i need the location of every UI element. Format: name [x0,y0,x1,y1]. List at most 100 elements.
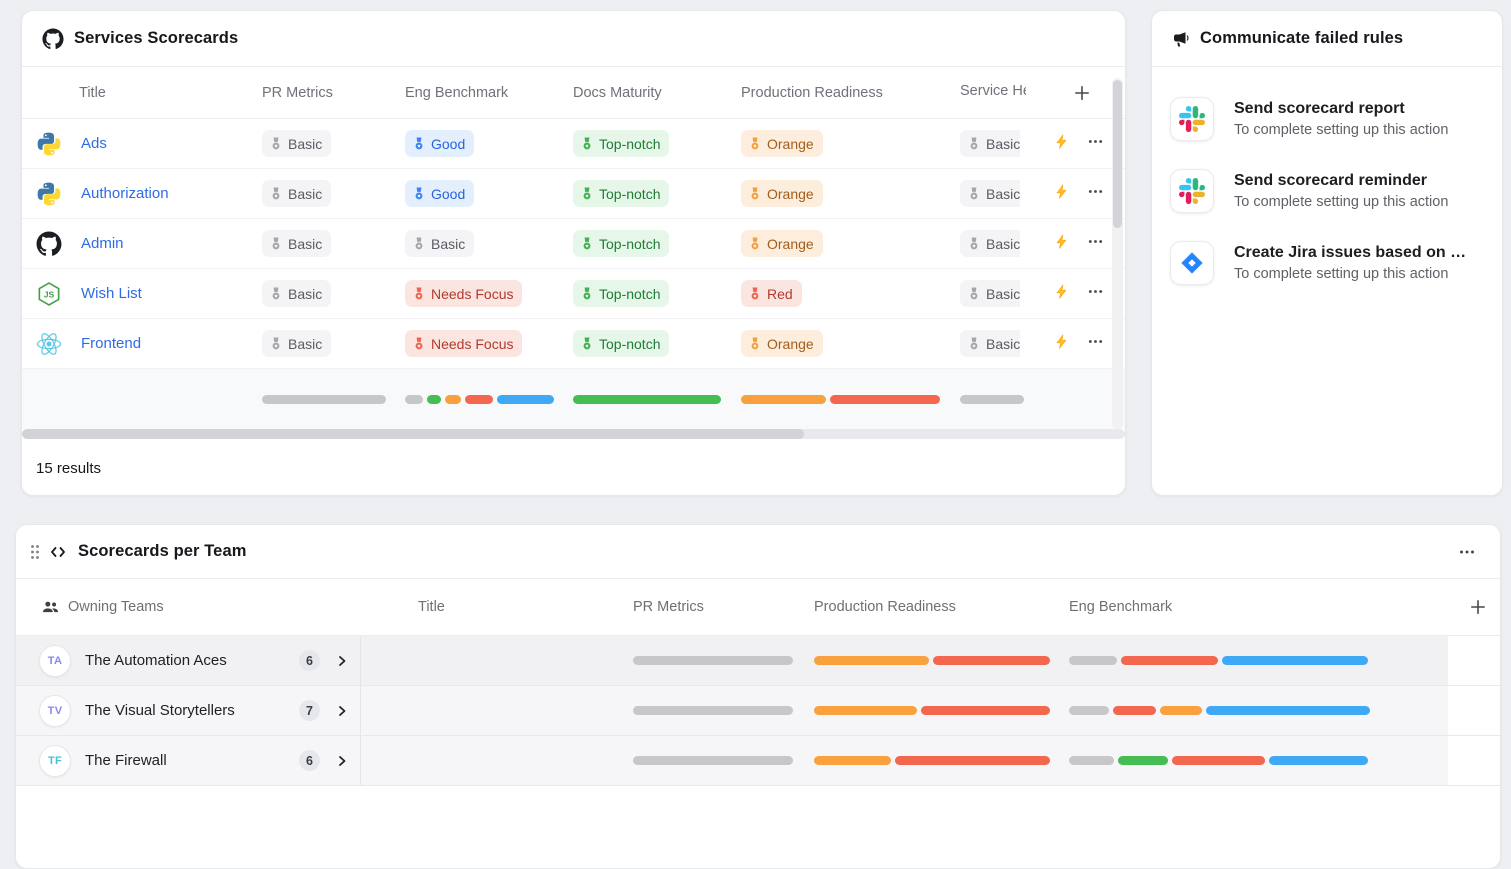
badge-label: Top-notch [599,285,661,302]
panel-header: Scorecards per Team [16,525,1500,579]
dots-icon [1458,543,1476,561]
action-title: Create Jira issues based on … [1234,244,1467,261]
action-item[interactable]: Send scorecard report To complete settin… [1152,83,1502,155]
expand-team-button[interactable] [336,755,348,767]
pr-metrics-badge: Basic [262,230,332,257]
bar-segment [933,656,1050,665]
automation-button[interactable] [1048,334,1074,354]
medal-icon [969,187,979,201]
badge-label: Basic [986,135,1021,152]
service-link[interactable]: Frontend [81,335,142,352]
bar-segment [1172,756,1265,765]
communicate-failed-rules-panel: Communicate failed rules Send scorecard … [1151,10,1503,496]
add-column-button[interactable] [1069,80,1095,106]
dots-icon [1087,133,1104,155]
eng-benchmark-bar [1069,756,1500,765]
drag-handle[interactable] [30,544,40,560]
row-menu-button[interactable] [1074,133,1116,155]
add-column-button[interactable] [1465,594,1500,620]
medal-icon [414,237,424,251]
service-link[interactable]: Wish List [81,285,142,302]
pr-metrics-badge: Basic [262,130,332,157]
table-row: Authorization Basic Good Top-notch Orang… [22,169,1125,219]
eng-benchmark-badge: Basic [405,230,475,257]
row-menu-button[interactable] [1074,333,1116,355]
team-cell[interactable]: TA The Automation Aces 6 [16,636,361,685]
services-table-body: Ads Basic Good Top-notch Orange Basic Au… [22,119,1125,429]
automation-button[interactable] [1048,284,1074,304]
action-item[interactable]: Send scorecard reminder To complete sett… [1152,155,1502,227]
team-cell[interactable]: TV The Visual Storytellers 7 [16,686,361,735]
horizontal-scrollbar[interactable] [22,429,1125,439]
bolt-icon [1054,184,1069,204]
column-header-service-health: Service Health [960,82,1026,99]
panel-title: Communicate failed rules [1200,29,1404,47]
expand-team-button[interactable] [336,655,348,667]
horizontal-scrollbar-thumb[interactable] [22,429,804,439]
eng-benchmark-badge: Needs Focus [405,330,523,357]
expand-team-button[interactable] [336,705,348,717]
python-icon [36,181,62,207]
production-readiness-badge: Orange [741,180,823,207]
medal-icon [750,337,760,351]
badge-label: Basic [986,185,1021,202]
action-title: Send scorecard reminder [1234,172,1427,189]
medal-icon [414,137,424,151]
pr-metrics-bar [633,756,814,765]
row-menu-button[interactable] [1074,233,1116,255]
bar-segment [633,756,793,765]
badge-label: Basic [986,335,1021,352]
medal-icon [271,337,281,351]
team-cell[interactable]: TF The Firewall 6 [16,736,361,785]
automation-button[interactable] [1048,134,1074,154]
bar-segment [262,394,386,404]
panel-menu-button[interactable] [1454,539,1480,565]
bar-segment [830,394,940,404]
bar-segment [633,706,793,715]
code-icon [50,544,66,560]
action-item[interactable]: Create Jira issues based on … To complet… [1152,227,1502,299]
bar-segment [1118,756,1168,765]
eng-benchmark-bar [1069,706,1500,715]
bar-segment [1069,706,1109,715]
medal-icon [414,287,424,301]
service-health-summary-bar [960,394,1048,404]
bar-segment [1222,656,1368,665]
bar-segment [573,394,721,404]
badge-label: Basic [431,235,466,252]
table-row: Frontend Basic Needs Focus Top-notch Ora… [22,319,1125,369]
eng-benchmark-summary-bar [405,394,573,404]
table-row: Ads Basic Good Top-notch Orange Basic [22,119,1125,169]
row-menu-button[interactable] [1074,183,1116,205]
vertical-scrollbar-thumb[interactable] [1113,80,1122,228]
medal-icon [750,237,760,251]
table-footer: 15 results [22,439,1125,495]
badge-label: Orange [767,135,814,152]
column-header-pr-metrics: PR Metrics [262,84,333,101]
team-count-badge: 7 [299,700,320,721]
slack-icon [1179,106,1205,132]
badge-label: Top-notch [599,335,661,352]
service-link[interactable]: Ads [81,135,107,152]
medal-icon [271,237,281,251]
service-link[interactable]: Authorization [81,185,169,202]
medal-icon [271,287,281,301]
badge-label: Basic [288,235,323,252]
pr-metrics-bar [633,656,814,665]
service-link[interactable]: Admin [81,235,124,252]
panel-header: Services Scorecards [22,11,1125,67]
service-health-badge: Basic [960,130,1021,157]
bolt-icon [1054,334,1069,354]
bar-segment [1069,656,1117,665]
pr-metrics-badge: Basic [262,180,332,207]
chevron-right-icon [336,755,348,767]
results-count: 15 results [36,459,102,477]
production-readiness-summary-bar [741,394,960,404]
automation-button[interactable] [1048,234,1074,254]
action-title: Send scorecard report [1234,100,1405,117]
medal-icon [969,137,979,151]
automation-button[interactable] [1048,184,1074,204]
docs-maturity-badge: Top-notch [573,180,670,207]
row-menu-button[interactable] [1074,283,1116,305]
vertical-scrollbar[interactable] [1112,78,1123,429]
